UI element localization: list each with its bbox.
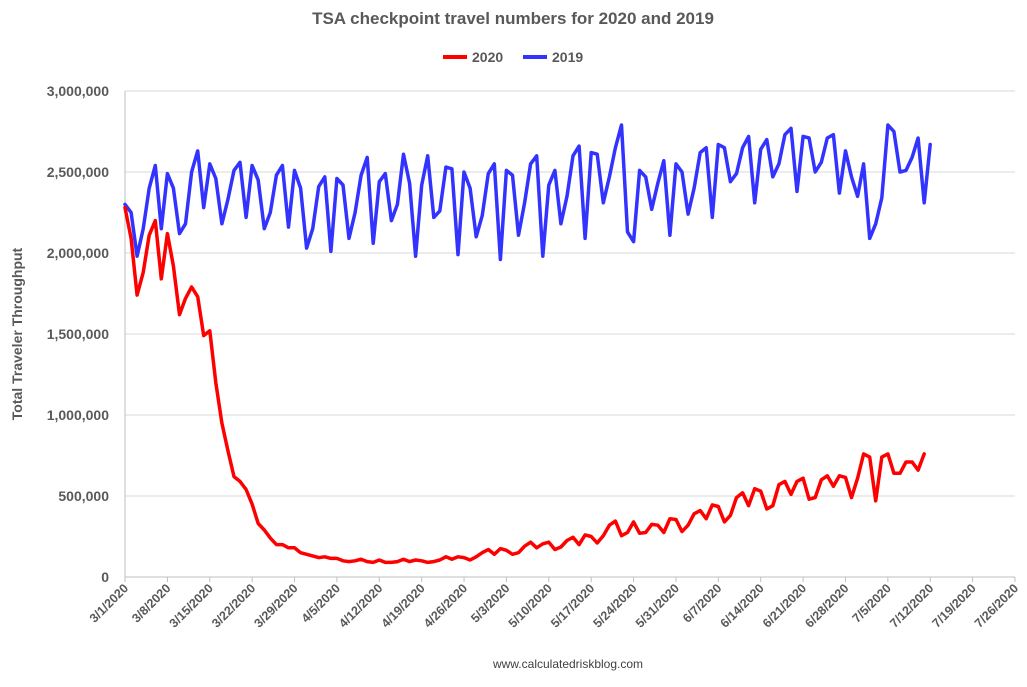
x-tick-label: 7/26/2020 xyxy=(972,581,1021,630)
y-tick-label: 500,000 xyxy=(58,488,109,504)
x-tick-label: 7/19/2020 xyxy=(930,581,979,630)
x-tick-label: 7/12/2020 xyxy=(887,581,936,630)
x-tick-label: 5/31/2020 xyxy=(633,581,682,630)
gridlines xyxy=(125,90,1015,497)
series-lines xyxy=(123,123,932,565)
series-line-2020 xyxy=(123,205,926,565)
x-tick-label: 3/29/2020 xyxy=(251,581,300,630)
x-tick-label: 6/14/2020 xyxy=(718,581,767,630)
x-tick-label: 5/24/2020 xyxy=(590,581,639,630)
y-axis-title: Total Traveler Throughput xyxy=(9,247,25,420)
x-tick-label: 6/7/2020 xyxy=(680,581,724,625)
series-line-2019 xyxy=(123,123,932,262)
legend-label-2020: 2020 xyxy=(472,49,503,65)
y-tick-label: 1,500,000 xyxy=(47,326,109,342)
x-tick-label: 4/26/2020 xyxy=(421,581,470,630)
y-tick-label: 2,500,000 xyxy=(47,164,109,180)
x-tick-label: 6/28/2020 xyxy=(802,581,851,630)
source-footer: www.calculatedriskblog.com xyxy=(492,657,643,671)
x-tick-label: 5/10/2020 xyxy=(506,581,555,630)
x-tick-label: 3/15/2020 xyxy=(167,581,216,630)
x-tick-label: 3/22/2020 xyxy=(209,581,258,630)
x-tick-label: 3/1/2020 xyxy=(87,581,131,625)
legend: 2020 2019 xyxy=(443,49,583,65)
x-tick-label: 4/19/2020 xyxy=(379,581,428,630)
y-tick-label: 1,000,000 xyxy=(47,407,109,423)
x-tick-label: 6/21/2020 xyxy=(760,581,809,630)
chart-title: TSA checkpoint travel numbers for 2020 a… xyxy=(312,9,714,28)
x-tick-label: 4/5/2020 xyxy=(299,581,343,625)
x-tick-label: 5/17/2020 xyxy=(548,581,597,630)
y-tick-label: 0 xyxy=(101,569,109,585)
x-tick-label: 5/3/2020 xyxy=(468,581,512,625)
axes xyxy=(124,91,1016,582)
y-tick-label: 3,000,000 xyxy=(47,83,109,99)
x-tick-label: 4/12/2020 xyxy=(336,581,385,630)
x-tick-label: 3/8/2020 xyxy=(129,581,173,625)
y-tick-label: 2,000,000 xyxy=(47,245,109,261)
x-tick-label: 7/5/2020 xyxy=(850,581,894,625)
legend-label-2019: 2019 xyxy=(552,49,583,65)
